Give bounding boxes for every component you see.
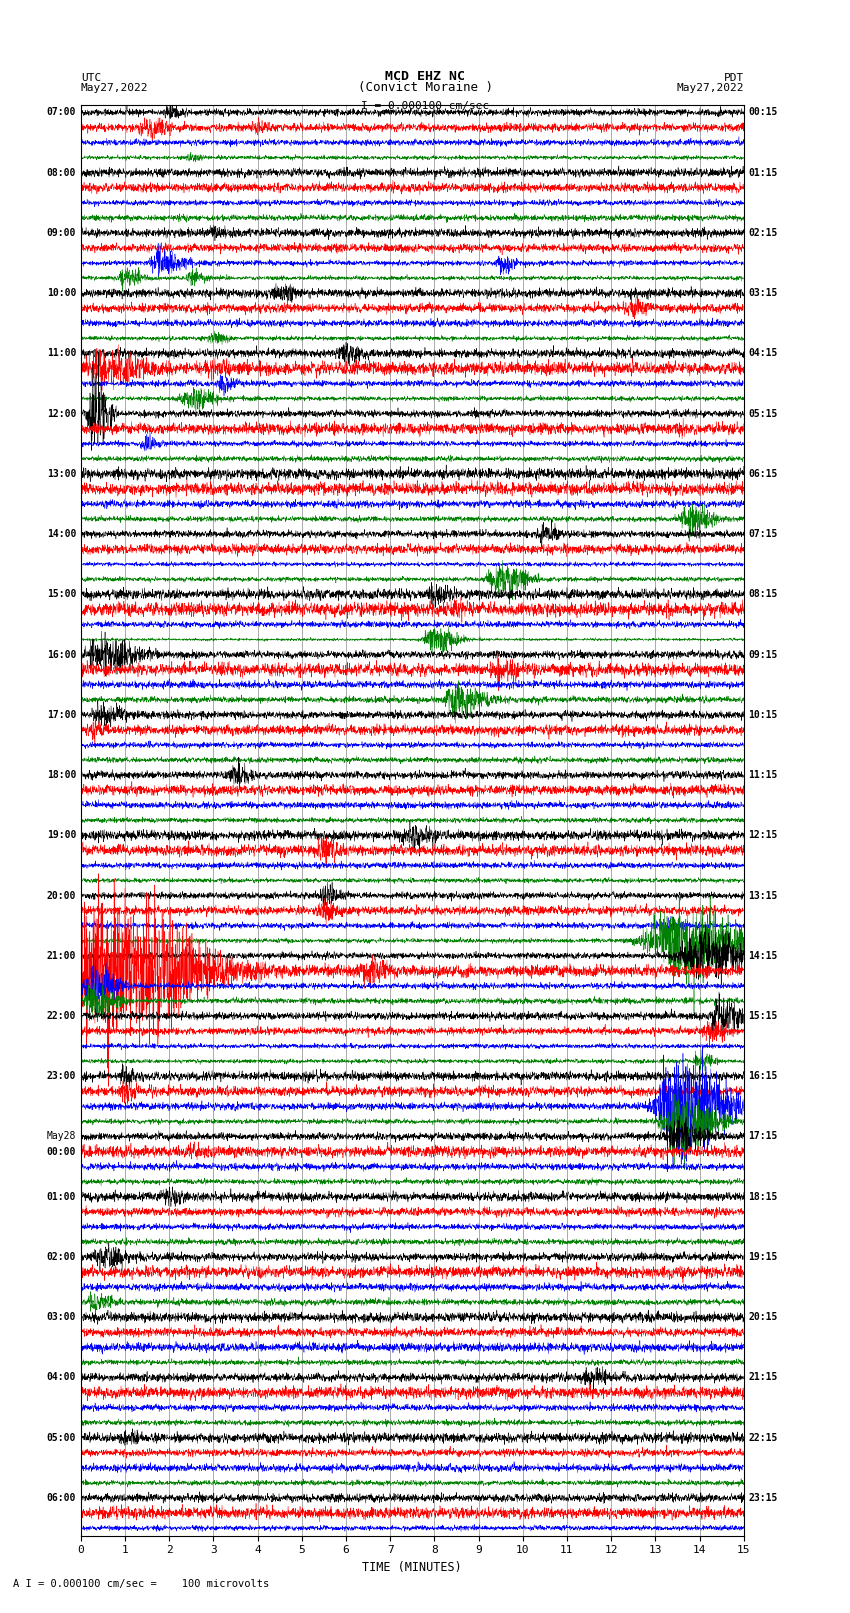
Text: 08:15: 08:15: [748, 589, 778, 600]
Text: 21:00: 21:00: [47, 950, 76, 961]
Text: 04:00: 04:00: [47, 1373, 76, 1382]
Text: UTC: UTC: [81, 73, 101, 84]
Text: 06:00: 06:00: [47, 1494, 76, 1503]
Text: 09:15: 09:15: [748, 650, 778, 660]
Text: 16:15: 16:15: [748, 1071, 778, 1081]
Text: 05:15: 05:15: [748, 408, 778, 419]
Text: 11:00: 11:00: [47, 348, 76, 358]
Text: 15:00: 15:00: [47, 589, 76, 600]
Text: 09:00: 09:00: [47, 227, 76, 237]
Text: 14:00: 14:00: [47, 529, 76, 539]
Text: 20:15: 20:15: [748, 1313, 778, 1323]
Text: 00:15: 00:15: [748, 108, 778, 118]
Text: 18:00: 18:00: [47, 769, 76, 781]
Text: 07:15: 07:15: [748, 529, 778, 539]
Text: 02:15: 02:15: [748, 227, 778, 237]
Text: 19:15: 19:15: [748, 1252, 778, 1261]
X-axis label: TIME (MINUTES): TIME (MINUTES): [362, 1561, 462, 1574]
Text: 22:00: 22:00: [47, 1011, 76, 1021]
Text: 05:00: 05:00: [47, 1432, 76, 1442]
Text: 17:00: 17:00: [47, 710, 76, 719]
Text: 06:15: 06:15: [748, 469, 778, 479]
Text: 11:15: 11:15: [748, 769, 778, 781]
Text: 01:15: 01:15: [748, 168, 778, 177]
Text: 10:15: 10:15: [748, 710, 778, 719]
Text: 02:00: 02:00: [47, 1252, 76, 1261]
Text: 07:00: 07:00: [47, 108, 76, 118]
Text: PDT: PDT: [723, 73, 744, 84]
Text: 12:00: 12:00: [47, 408, 76, 419]
Text: May27,2022: May27,2022: [677, 82, 744, 92]
Text: 13:15: 13:15: [748, 890, 778, 900]
Text: 13:00: 13:00: [47, 469, 76, 479]
Text: A I = 0.000100 cm/sec =    100 microvolts: A I = 0.000100 cm/sec = 100 microvolts: [13, 1579, 269, 1589]
Text: 00:00: 00:00: [47, 1147, 76, 1157]
Text: 23:15: 23:15: [748, 1494, 778, 1503]
Text: 15:15: 15:15: [748, 1011, 778, 1021]
Text: I = 0.000100 cm/sec: I = 0.000100 cm/sec: [361, 100, 489, 111]
Text: 08:00: 08:00: [47, 168, 76, 177]
Text: 23:00: 23:00: [47, 1071, 76, 1081]
Text: May28: May28: [47, 1131, 76, 1142]
Text: 14:15: 14:15: [748, 950, 778, 961]
Text: 16:00: 16:00: [47, 650, 76, 660]
Text: 22:15: 22:15: [748, 1432, 778, 1442]
Text: 03:15: 03:15: [748, 289, 778, 298]
Text: 01:00: 01:00: [47, 1192, 76, 1202]
Text: 19:00: 19:00: [47, 831, 76, 840]
Text: MCD EHZ NC: MCD EHZ NC: [385, 69, 465, 84]
Text: 21:15: 21:15: [748, 1373, 778, 1382]
Text: 03:00: 03:00: [47, 1313, 76, 1323]
Text: 04:15: 04:15: [748, 348, 778, 358]
Text: 12:15: 12:15: [748, 831, 778, 840]
Text: 18:15: 18:15: [748, 1192, 778, 1202]
Text: May27,2022: May27,2022: [81, 82, 148, 92]
Text: (Convict Moraine ): (Convict Moraine ): [358, 81, 492, 94]
Text: 17:15: 17:15: [748, 1131, 778, 1142]
Text: 10:00: 10:00: [47, 289, 76, 298]
Text: 20:00: 20:00: [47, 890, 76, 900]
